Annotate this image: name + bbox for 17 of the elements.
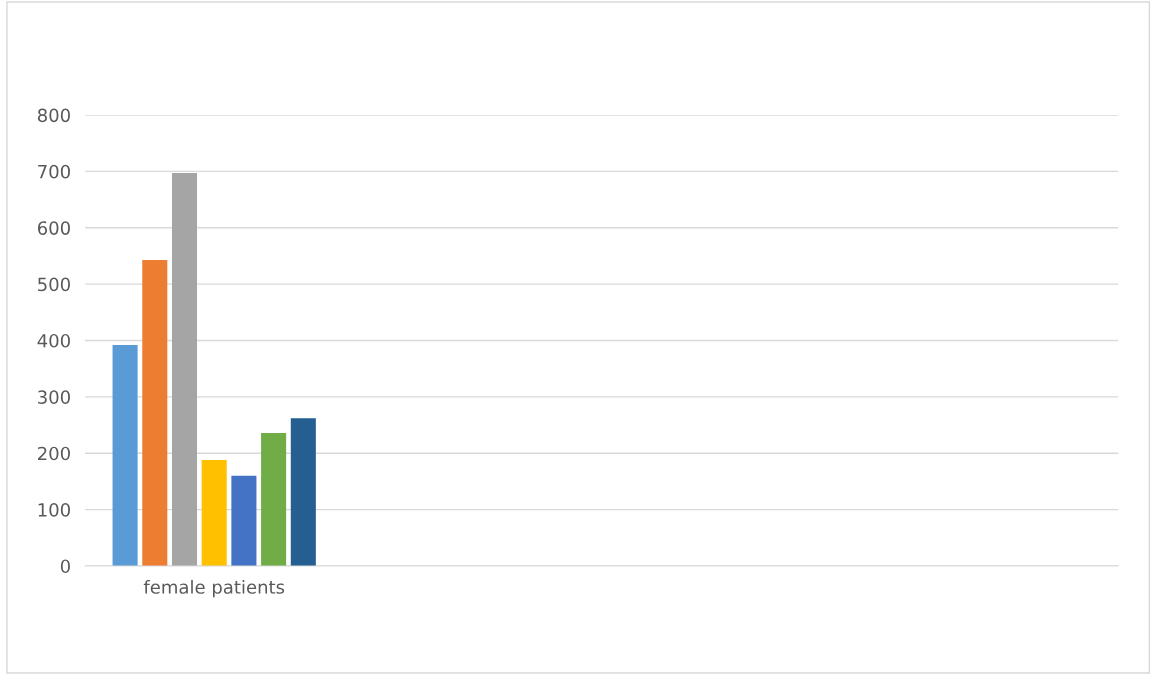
y-tick-label: 500 bbox=[38, 277, 70, 292]
bar bbox=[112, 345, 138, 566]
y-tick-label: 400 bbox=[37, 333, 70, 348]
bar bbox=[142, 259, 168, 566]
y-tick-label: 600 bbox=[37, 221, 70, 235]
bar bbox=[171, 173, 198, 566]
bar bbox=[201, 460, 227, 566]
x-tick-label: female patients bbox=[143, 579, 285, 598]
y-tick-label: 0 bbox=[60, 559, 70, 574]
bar bbox=[231, 475, 257, 566]
bar bbox=[261, 432, 287, 566]
y-tick-label: 300 bbox=[38, 390, 70, 404]
bar bbox=[290, 418, 316, 566]
y-tick-label: 200 bbox=[38, 446, 70, 461]
y-tick-label: 100 bbox=[38, 503, 70, 517]
y-tick-label: 700 bbox=[38, 164, 70, 179]
y-tick-label: 800 bbox=[37, 108, 70, 123]
